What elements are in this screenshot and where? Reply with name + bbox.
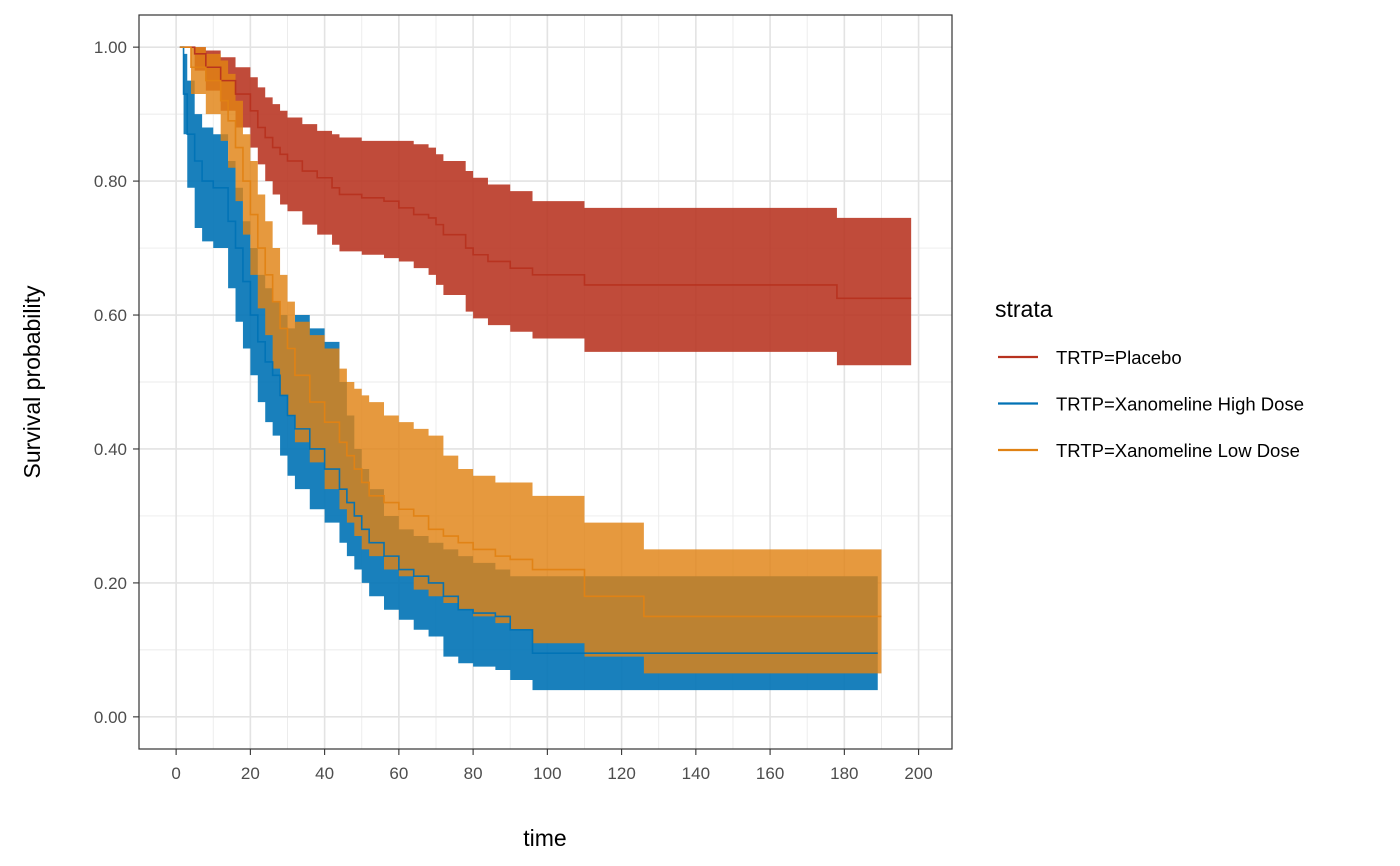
confidence-bands [179,47,912,691]
x-tick-label: 0 [171,764,180,783]
x-axis: 0 20 40 60 80 100 120 140 160 180 200 [171,749,933,783]
y-tick-label: 0.20 [94,574,127,593]
plot-panel [138,14,953,750]
y-tick-label: 0.00 [94,708,127,727]
legend-title: strata [995,296,1053,322]
x-tick-label: 180 [830,764,858,783]
legend-items: TRTP=Placebo TRTP=Xanomeline High Dose TRT… [998,347,1304,461]
x-tick-label: 120 [607,764,635,783]
x-tick-label: 40 [315,764,334,783]
y-tick-label: 0.40 [94,440,127,459]
confidence-band-trtp-placebo [179,47,912,366]
survival-line-trtp-xanomeline-high-dose [179,46,878,655]
y-tick-label: 1.00 [94,38,127,57]
x-tick-label: 80 [464,764,483,783]
legend-label-trtp-xanomeline-high-dose: TRTP=Xanomeline High Dose [1056,394,1304,415]
y-axis: 0.00 0.20 0.40 0.60 0.80 1.00 [94,38,139,727]
y-tick-label: 0.80 [94,172,127,191]
survival-line-trtp-xanomeline-low-dose [179,46,882,618]
x-tick-label: 60 [389,764,408,783]
legend: strata TRTP=Placebo TRTP=Xanomeline High … [995,296,1304,461]
confidence-band-trtp-xanomeline-low-dose [179,47,882,674]
y-axis-title: Survival probability [19,285,45,479]
x-tick-label: 100 [533,764,561,783]
legend-label-trtp-placebo: TRTP=Placebo [1056,347,1182,368]
survival-line-trtp-placebo [179,46,912,300]
plot-panel-border [138,14,953,750]
x-axis-title: time [523,825,566,851]
confidence-band-trtp-xanomeline-high-dose [179,47,878,691]
x-tick-label: 160 [756,764,784,783]
legend-label-trtp-xanomeline-low-dose: TRTP=Xanomeline Low Dose [1056,440,1300,461]
x-tick-label: 140 [682,764,710,783]
survival-lines [179,46,912,655]
x-tick-label: 20 [241,764,260,783]
y-tick-label: 0.60 [94,306,127,325]
x-tick-label: 200 [904,764,932,783]
